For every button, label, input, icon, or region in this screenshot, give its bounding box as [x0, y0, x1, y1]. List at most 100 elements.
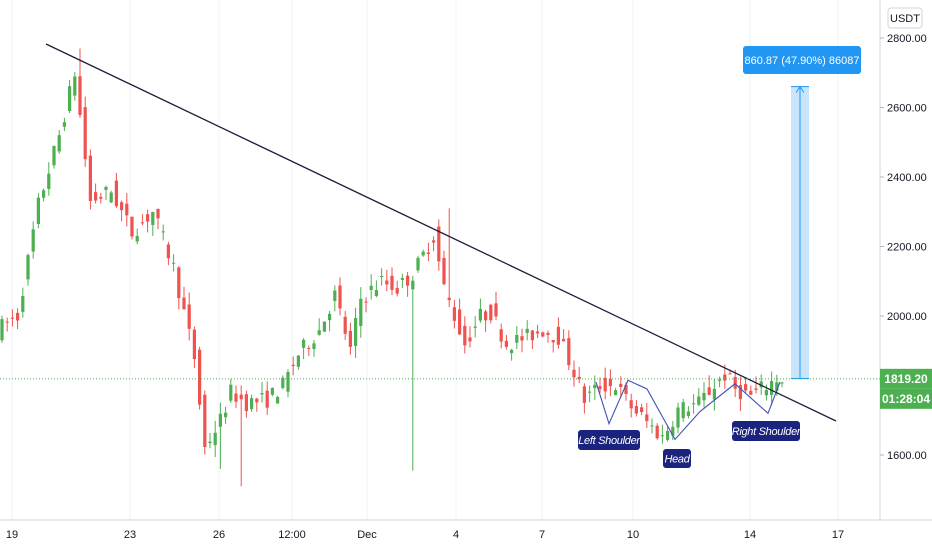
pattern-line: [595, 379, 781, 441]
y-tick-label: 1600.00: [887, 450, 927, 462]
candle-body: [234, 393, 238, 402]
candle-body: [556, 326, 561, 345]
countdown-text: 01:28:04: [882, 392, 930, 406]
candle-body: [738, 385, 743, 400]
candle-body: [681, 402, 685, 419]
candle-body: [239, 394, 243, 400]
head-label[interactable]: Head: [663, 449, 691, 468]
candle-body: [504, 340, 509, 347]
x-tick-label: 4: [453, 529, 459, 541]
candle-body: [499, 329, 503, 342]
candle-body: [135, 236, 139, 242]
y-tick-label: 2000.00: [887, 311, 927, 323]
annotation-box: [732, 421, 800, 441]
candle-body: [270, 387, 275, 395]
candle-body: [411, 280, 415, 290]
trendline: [45, 43, 837, 422]
candle-body: [515, 334, 519, 343]
candle-body: [333, 290, 337, 301]
left-shoulder-label[interactable]: Left Shoulder: [578, 430, 642, 450]
candle-body: [192, 329, 197, 360]
candle-body: [712, 388, 717, 400]
candle-body: [322, 321, 327, 332]
right-shoulder-label[interactable]: Right Shoulder: [732, 421, 802, 441]
candle-body: [395, 288, 399, 294]
candle-body: [197, 349, 202, 405]
currency-label[interactable]: USDT: [887, 7, 923, 29]
candle-body: [156, 208, 160, 219]
candle-body: [312, 343, 316, 349]
candle-body: [468, 337, 472, 342]
candle-body: [489, 304, 493, 321]
trendline-line: [45, 43, 837, 422]
countdown-tag: [880, 388, 932, 409]
candle-body: [255, 398, 259, 403]
candle-body: [182, 297, 186, 310]
candle-body: [88, 155, 93, 202]
candle-body: [551, 340, 555, 343]
y-tick-label: 2400.00: [887, 172, 927, 184]
x-tick-label: 12:00: [278, 529, 306, 541]
candle-body: [286, 372, 290, 392]
candle-body: [593, 384, 597, 389]
candle-body: [130, 216, 134, 237]
candle-body: [764, 389, 769, 396]
candle-body: [57, 135, 61, 152]
candle-body: [624, 384, 628, 394]
x-tick-label: 14: [744, 529, 756, 541]
candle-body: [223, 412, 228, 418]
candle-body: [702, 392, 706, 401]
candle-body: [343, 316, 347, 334]
candle-body: [307, 347, 311, 349]
candle-body: [218, 413, 223, 427]
measure-label-text: 860.87 (47.90%) 86087: [745, 55, 860, 67]
annotation-text: Right Shoulder: [732, 426, 802, 438]
x-tick-label: 23: [124, 529, 136, 541]
measure-label-box: [743, 46, 861, 74]
candle-body: [561, 338, 566, 342]
candle-body: [707, 387, 711, 395]
candle-body: [660, 435, 665, 437]
candle-body: [104, 186, 108, 190]
candle-body: [291, 364, 295, 366]
candle-body: [546, 332, 550, 335]
candle-body: [629, 400, 633, 409]
candle-body: [385, 280, 389, 285]
candle-body: [639, 407, 644, 413]
candle-body: [728, 373, 732, 375]
candle-body: [463, 325, 467, 346]
candle-body: [431, 240, 436, 243]
x-tick-label: Dec: [357, 529, 377, 541]
measure-tool[interactable]: 860.87 (47.90%) 86087: [743, 46, 861, 380]
candle-body: [405, 275, 410, 286]
candle-body: [67, 86, 72, 112]
candle-body: [5, 321, 9, 323]
candle-body: [743, 384, 748, 391]
candle-body: [73, 76, 77, 96]
candle-body: [717, 379, 722, 381]
candle-body: [47, 173, 51, 189]
y-tick-label: 2600.00: [887, 103, 927, 115]
candle-body: [686, 411, 691, 416]
candle-body: [140, 222, 145, 224]
candle-body: [509, 349, 514, 354]
candle-body: [21, 295, 25, 312]
annotation-box: [578, 430, 640, 450]
candle-body: [125, 203, 129, 216]
candle-body: [41, 190, 46, 198]
candles: [0, 48, 784, 487]
candle-body: [587, 391, 592, 393]
candle-body: [99, 196, 103, 199]
candle-body: [483, 311, 488, 321]
candle-body: [296, 355, 301, 367]
y-tick-label: 2200.00: [887, 242, 927, 254]
candle-body: [281, 377, 285, 388]
candle-body: [166, 244, 171, 259]
candle-body: [535, 331, 540, 334]
candle-body: [390, 275, 394, 290]
candle-body: [348, 330, 353, 347]
candle-body: [775, 382, 779, 391]
measure-arrow-head: [795, 85, 805, 93]
candle-body: [145, 214, 150, 222]
